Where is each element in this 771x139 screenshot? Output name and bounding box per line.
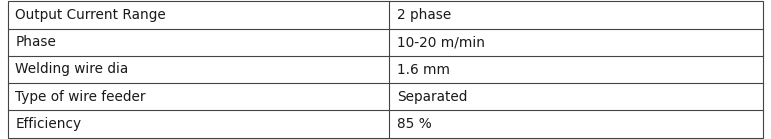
Text: 2 phase: 2 phase — [397, 8, 451, 22]
Text: Efficiency: Efficiency — [15, 117, 82, 131]
Text: 1.6 mm: 1.6 mm — [397, 63, 449, 76]
Text: 85 %: 85 % — [397, 117, 432, 131]
Text: Welding wire dia: Welding wire dia — [15, 63, 129, 76]
Text: Output Current Range: Output Current Range — [15, 8, 166, 22]
Text: 10-20 m/min: 10-20 m/min — [397, 35, 485, 49]
Text: Type of wire feeder: Type of wire feeder — [15, 90, 146, 104]
Text: Phase: Phase — [15, 35, 56, 49]
Text: Separated: Separated — [397, 90, 467, 104]
